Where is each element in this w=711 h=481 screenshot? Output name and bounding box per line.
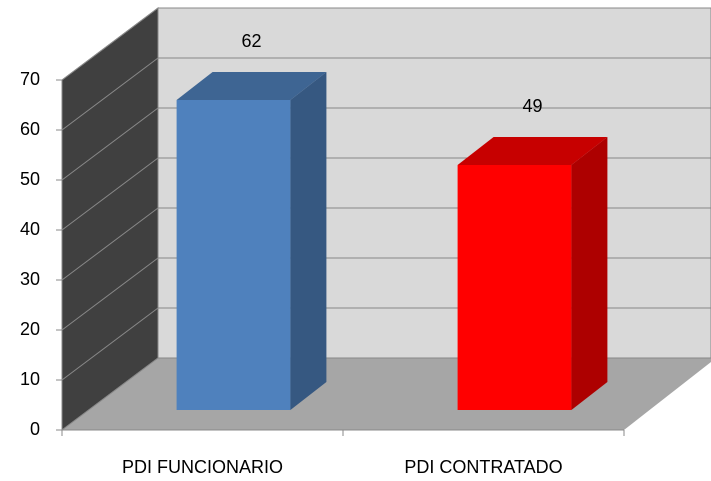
grid-line	[61, 7, 159, 81]
bar-top	[457, 137, 608, 165]
grid-line	[61, 307, 159, 381]
floor	[62, 358, 711, 430]
bar-front	[176, 100, 291, 410]
grid-line	[61, 57, 159, 131]
y-tick-label: 50	[20, 169, 40, 189]
y-tick-label: 70	[20, 69, 40, 89]
grid-line	[61, 207, 159, 281]
bar-side	[290, 72, 327, 410]
y-tick-label: 30	[20, 269, 40, 289]
grid-line	[61, 257, 159, 331]
value-label: 62	[241, 31, 261, 51]
y-tick-label: 0	[30, 419, 40, 439]
bar-top	[176, 72, 327, 100]
y-tick-label: 40	[20, 219, 40, 239]
x-tick-label: PDI CONTRATADO	[404, 457, 562, 477]
y-tick-label: 20	[20, 319, 40, 339]
bar-front	[457, 165, 572, 410]
grid-line	[61, 107, 159, 181]
y-tick-label: 60	[20, 119, 40, 139]
bar-side	[571, 137, 608, 410]
grid-line	[61, 157, 159, 231]
y-tick-label: 10	[20, 369, 40, 389]
value-label: 49	[522, 96, 542, 116]
grid-line	[61, 357, 159, 431]
x-tick-label: PDI FUNCIONARIO	[122, 457, 283, 477]
